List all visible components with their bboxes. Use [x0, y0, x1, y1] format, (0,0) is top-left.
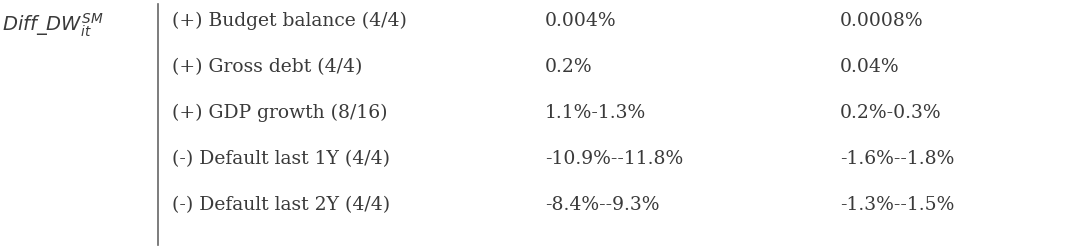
Text: 0.004%: 0.004% [545, 12, 616, 30]
Text: 0.2%-0.3%: 0.2%-0.3% [840, 104, 941, 122]
Text: 1.1%-1.3%: 1.1%-1.3% [545, 104, 647, 122]
Text: 0.0008%: 0.0008% [840, 12, 924, 30]
Text: -8.4%--9.3%: -8.4%--9.3% [545, 195, 660, 213]
Text: -1.3%--1.5%: -1.3%--1.5% [840, 195, 954, 213]
Text: $\mathit{Diff\_DW}_{\mathit{it}}^{\mathit{SM}}$: $\mathit{Diff\_DW}_{\mathit{it}}^{\mathi… [2, 12, 104, 39]
Text: -1.6%--1.8%: -1.6%--1.8% [840, 150, 954, 167]
Text: (-) Default last 1Y (4/4): (-) Default last 1Y (4/4) [172, 150, 390, 167]
Text: (+) GDP growth (8/16): (+) GDP growth (8/16) [172, 104, 388, 122]
Text: 0.04%: 0.04% [840, 58, 900, 76]
Text: -10.9%--11.8%: -10.9%--11.8% [545, 150, 683, 167]
Text: (+) Gross debt (4/4): (+) Gross debt (4/4) [172, 58, 363, 76]
Text: (-) Default last 2Y (4/4): (-) Default last 2Y (4/4) [172, 195, 390, 213]
Text: 0.2%: 0.2% [545, 58, 592, 76]
Text: (+) Budget balance (4/4): (+) Budget balance (4/4) [172, 12, 407, 30]
